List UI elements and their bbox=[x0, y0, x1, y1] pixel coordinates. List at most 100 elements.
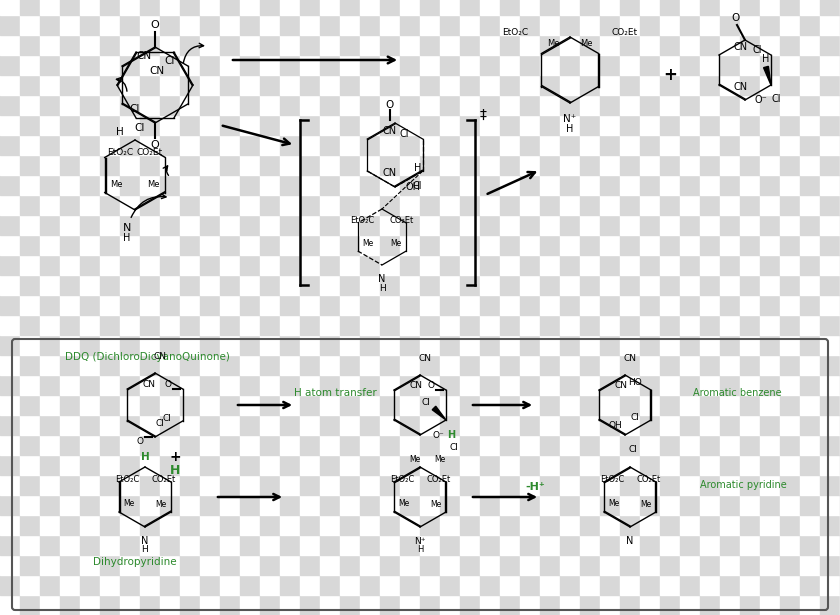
Text: H: H bbox=[414, 163, 422, 173]
Bar bbox=[780, 475, 800, 495]
Bar bbox=[120, 375, 140, 395]
Bar bbox=[800, 195, 820, 215]
Bar bbox=[140, 315, 160, 335]
Bar bbox=[420, 335, 440, 355]
Bar bbox=[120, 555, 140, 575]
Bar bbox=[220, 315, 240, 335]
Bar bbox=[680, 595, 700, 615]
Bar bbox=[560, 75, 580, 95]
Bar bbox=[0, 475, 20, 495]
Bar bbox=[300, 135, 320, 155]
Bar bbox=[260, 575, 280, 595]
Bar bbox=[660, 415, 680, 435]
Text: H: H bbox=[762, 54, 769, 64]
Bar bbox=[480, 195, 500, 215]
Bar bbox=[580, 355, 600, 375]
Bar bbox=[520, 75, 540, 95]
Bar bbox=[320, 435, 340, 455]
Bar bbox=[500, 515, 520, 535]
Bar bbox=[200, 475, 220, 495]
Bar bbox=[240, 115, 260, 135]
Bar bbox=[140, 135, 160, 155]
Bar bbox=[240, 555, 260, 575]
Bar bbox=[720, 595, 740, 615]
Bar bbox=[120, 315, 140, 335]
Bar bbox=[160, 355, 180, 375]
Bar bbox=[60, 435, 80, 455]
Bar bbox=[440, 175, 460, 195]
Bar bbox=[420, 375, 440, 395]
Bar bbox=[480, 375, 500, 395]
Bar bbox=[460, 15, 480, 35]
Bar bbox=[280, 455, 300, 475]
Bar bbox=[800, 235, 820, 255]
Bar bbox=[800, 475, 820, 495]
Bar bbox=[500, 235, 520, 255]
Bar bbox=[0, 455, 20, 475]
Bar bbox=[140, 575, 160, 595]
Bar bbox=[20, 175, 40, 195]
Bar bbox=[300, 415, 320, 435]
Bar bbox=[420, 315, 440, 335]
Bar bbox=[340, 0, 360, 15]
Bar bbox=[120, 55, 140, 75]
Bar bbox=[460, 535, 480, 555]
Bar bbox=[40, 255, 60, 275]
Bar bbox=[720, 315, 740, 335]
Text: Me: Me bbox=[547, 39, 559, 48]
Bar bbox=[800, 435, 820, 455]
Bar bbox=[280, 395, 300, 415]
Bar bbox=[140, 515, 160, 535]
Bar bbox=[720, 335, 740, 355]
Bar bbox=[560, 195, 580, 215]
Bar bbox=[240, 55, 260, 75]
Bar bbox=[60, 95, 80, 115]
Bar bbox=[680, 535, 700, 555]
Bar bbox=[700, 155, 720, 175]
Bar bbox=[380, 15, 400, 35]
Bar bbox=[20, 235, 40, 255]
Bar bbox=[60, 15, 80, 35]
Bar bbox=[700, 55, 720, 75]
Bar bbox=[640, 275, 660, 295]
Bar bbox=[140, 435, 160, 455]
Bar bbox=[380, 355, 400, 375]
Bar bbox=[660, 175, 680, 195]
Bar bbox=[600, 155, 620, 175]
Text: Me: Me bbox=[608, 499, 620, 509]
Bar bbox=[260, 115, 280, 135]
Bar bbox=[600, 275, 620, 295]
Bar bbox=[520, 35, 540, 55]
Bar bbox=[180, 135, 200, 155]
Bar bbox=[320, 35, 340, 55]
Bar bbox=[780, 295, 800, 315]
Bar bbox=[640, 295, 660, 315]
Bar bbox=[780, 255, 800, 275]
Bar bbox=[360, 0, 380, 15]
Bar bbox=[220, 0, 240, 15]
Bar bbox=[280, 155, 300, 175]
Bar bbox=[780, 335, 800, 355]
Bar bbox=[560, 555, 580, 575]
Bar bbox=[660, 15, 680, 35]
Bar bbox=[580, 455, 600, 475]
Bar bbox=[520, 455, 540, 475]
Bar bbox=[500, 175, 520, 195]
Bar bbox=[560, 15, 580, 35]
Bar bbox=[100, 495, 120, 515]
Bar bbox=[400, 535, 420, 555]
Bar bbox=[600, 515, 620, 535]
Bar bbox=[560, 0, 580, 15]
Text: Me: Me bbox=[155, 499, 166, 509]
Bar bbox=[20, 95, 40, 115]
Bar bbox=[260, 555, 280, 575]
Bar bbox=[120, 195, 140, 215]
Bar bbox=[400, 35, 420, 55]
Bar bbox=[180, 95, 200, 115]
Bar bbox=[400, 495, 420, 515]
Bar bbox=[620, 395, 640, 415]
Bar bbox=[240, 275, 260, 295]
Bar bbox=[740, 335, 760, 355]
Bar bbox=[320, 495, 340, 515]
Bar bbox=[340, 195, 360, 215]
